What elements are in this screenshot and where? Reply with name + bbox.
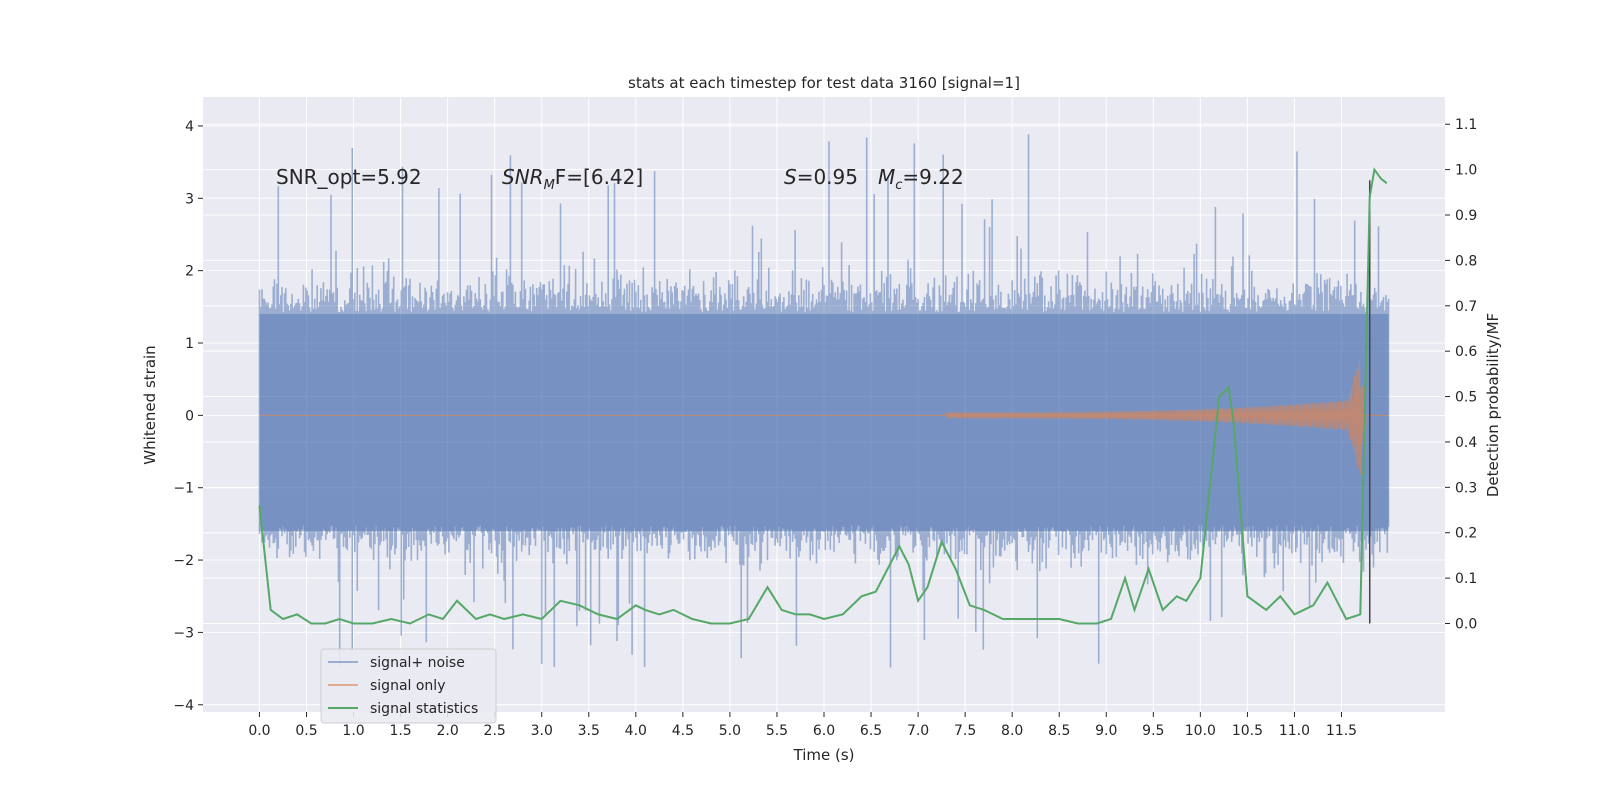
annotation-s: S=0.95 xyxy=(784,165,858,189)
y-left-tick-label: 2 xyxy=(185,264,194,280)
x-tick-label: 9.5 xyxy=(1142,723,1164,739)
x-tick-label: 8.0 xyxy=(1001,723,1023,739)
annotation-mc-value: =9.22 xyxy=(902,165,963,189)
series-signal-statistics xyxy=(258,167,1388,625)
y-left-tick-label: 4 xyxy=(185,119,194,135)
y-axis-left-label: Whitened strain xyxy=(141,345,159,464)
x-tick-label: 10.0 xyxy=(1185,723,1216,739)
noise-core-band xyxy=(259,314,1389,532)
y-right-tick-label: 0.9 xyxy=(1455,208,1477,224)
x-tick-label: 2.0 xyxy=(437,723,459,739)
y-axis-right-label: Detection probability/MF xyxy=(1484,313,1502,497)
y-right-tick-label: 0.7 xyxy=(1455,299,1477,315)
annotation-snr-mf: SNRMF=[6.42] xyxy=(502,165,643,193)
x-tick-label: 4.5 xyxy=(672,723,694,739)
annotation-snr-mf-rest: F=[6.42] xyxy=(555,165,643,189)
y-right-tick-label: 0.1 xyxy=(1455,571,1477,587)
x-tick-label: 6.0 xyxy=(813,723,835,739)
x-tick-label: 11.0 xyxy=(1279,723,1310,739)
y-right-tick-label: 0.8 xyxy=(1455,253,1477,269)
annotation-snr-mf-sub: M xyxy=(544,178,555,193)
y-left-tick-label: 1 xyxy=(185,336,194,352)
y-left-tick-label: 0 xyxy=(185,408,194,424)
x-tick-label: 7.5 xyxy=(954,723,976,739)
y-left-tick-label: −1 xyxy=(173,481,194,497)
annotation-mc: Mc=9.22 xyxy=(878,165,964,193)
x-tick-label: 1.0 xyxy=(342,723,364,739)
x-tick-label: 8.5 xyxy=(1048,723,1070,739)
y-right-tick-label: 1.1 xyxy=(1455,117,1477,133)
x-tick-label: 2.5 xyxy=(484,723,506,739)
y-left-tick-label: −4 xyxy=(173,698,194,714)
legend-label-noise: signal+ noise xyxy=(370,655,465,671)
annotation-mc-sub: c xyxy=(895,178,902,193)
series-signal-plus-noise xyxy=(258,134,1390,668)
y-left-tick-label: 3 xyxy=(185,191,194,207)
annotation-snr-mf-label: SNR xyxy=(502,165,544,189)
legend-label-signal: signal only xyxy=(370,678,445,694)
x-tick-label: 1.5 xyxy=(389,723,411,739)
x-tick-label: 9.0 xyxy=(1095,723,1117,739)
annotation-mc-label: M xyxy=(878,165,895,189)
y-axis-left-ticks: −4 −3 −2 −1 0 1 2 3 4 xyxy=(173,119,203,714)
x-tick-label: 6.5 xyxy=(860,723,882,739)
x-axis-label: Time (s) xyxy=(793,746,855,764)
y-right-tick-label: 0.3 xyxy=(1455,480,1477,496)
x-tick-label: 5.0 xyxy=(719,723,741,739)
x-tick-label: 11.5 xyxy=(1326,723,1357,739)
signal-trace xyxy=(259,358,1389,475)
y-right-tick-label: 0.2 xyxy=(1455,526,1477,542)
x-tick-label: 5.5 xyxy=(766,723,788,739)
x-tick-label: 3.0 xyxy=(531,723,553,739)
x-tick-label: 0.5 xyxy=(295,723,317,739)
x-tick-label: 4.0 xyxy=(625,723,647,739)
y-right-tick-label: 0.6 xyxy=(1455,344,1477,360)
annotation-s-label: S xyxy=(784,165,797,189)
x-tick-label: 10.5 xyxy=(1232,723,1263,739)
series-signal-only xyxy=(259,358,1389,475)
x-tick-label: 3.5 xyxy=(578,723,600,739)
y-right-tick-label: 0.0 xyxy=(1455,616,1477,632)
x-tick-label: 0.0 xyxy=(248,723,270,739)
y-right-tick-label: 1.0 xyxy=(1455,163,1477,179)
y-left-tick-label: −3 xyxy=(173,625,194,641)
y-right-tick-label: 0.4 xyxy=(1455,435,1477,451)
y-left-tick-label: −2 xyxy=(173,553,194,569)
annotation-s-value: =0.95 xyxy=(797,165,858,189)
legend-label-stats: signal statistics xyxy=(370,701,478,717)
legend: signal+ noise signal only signal statist… xyxy=(320,648,497,724)
x-tick-label: 7.0 xyxy=(907,723,929,739)
x-axis-ticks: 0.0 0.5 1.0 1.5 2.0 2.5 3.0 3.5 4.0 4.5 5.0 5.5 6.0 6… xyxy=(248,712,1357,739)
y-axis-right-ticks: 0.0 0.1 0.2 0.3 0.4 0.5 0.6 0.7 0.8 0.9 1.0 1.1 xyxy=(1445,117,1477,632)
annotation-snr-opt: SNR_opt=5.92 xyxy=(276,165,422,189)
y-right-tick-label: 0.5 xyxy=(1455,390,1477,406)
legend-box xyxy=(320,648,497,724)
chart-title: stats at each timestep for test data 316… xyxy=(628,74,1020,92)
